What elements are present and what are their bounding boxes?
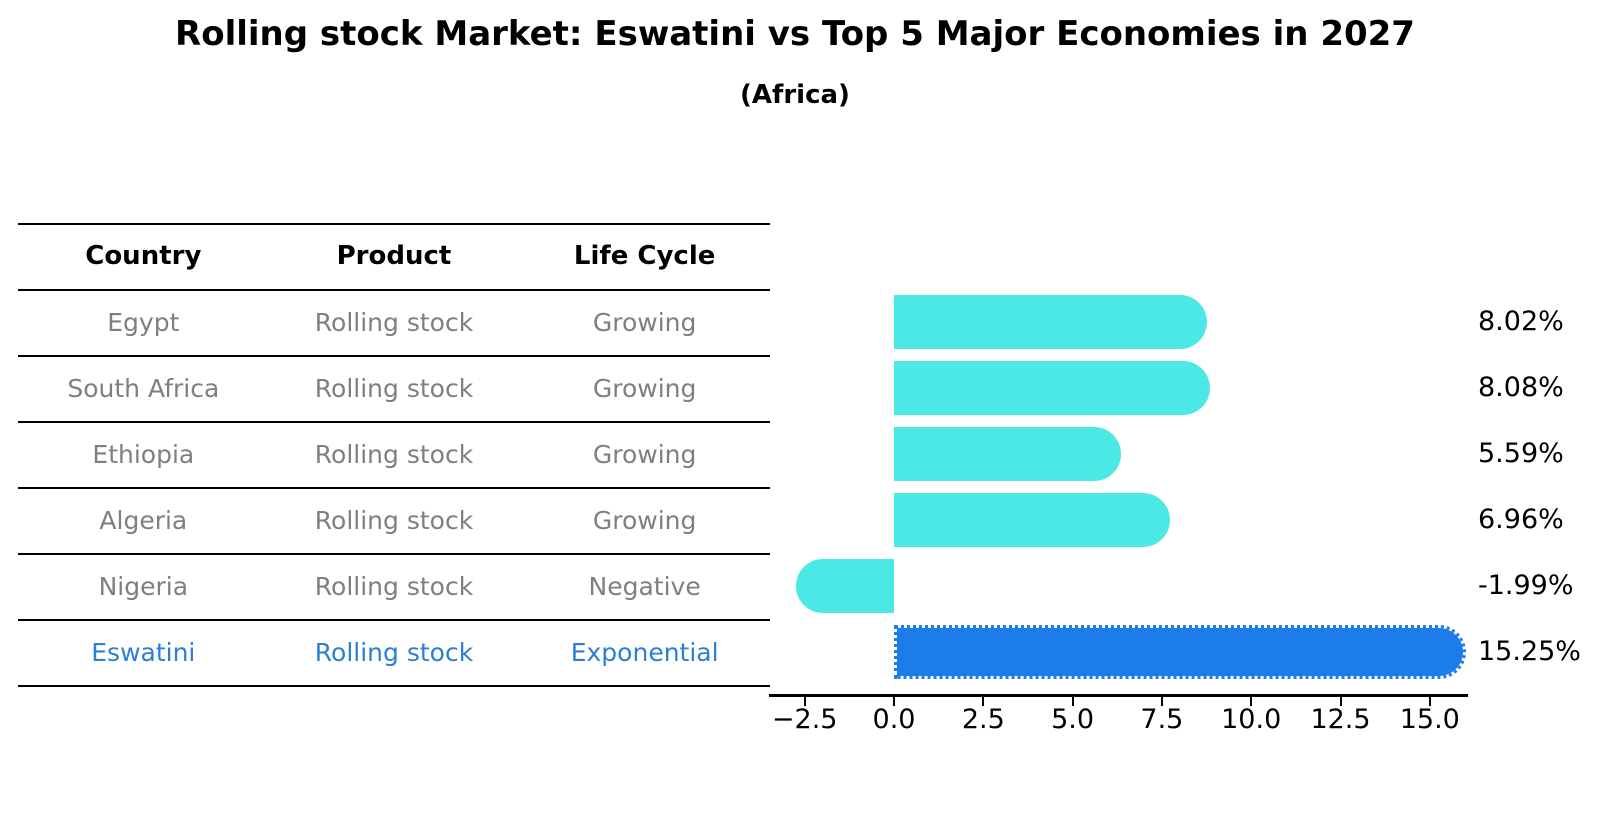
table-cell-country: South Africa <box>67 373 220 403</box>
table-row: Ethiopia Rolling stock Growing <box>18 421 770 487</box>
table-rule-line <box>18 685 770 687</box>
table-header-country: Country <box>85 241 202 271</box>
table-cell-country: Algeria <box>99 505 188 535</box>
value-label: 6.96% <box>1478 504 1564 535</box>
table-row: Eswatini Rolling stock Exponential <box>18 619 770 685</box>
x-axis-tick <box>803 697 806 706</box>
table-header-life-cycle: Life Cycle <box>573 241 716 271</box>
table-cell-life-cycle: Exponential <box>570 637 719 667</box>
table-cell-life-cycle: Growing <box>592 307 697 337</box>
x-axis-tick <box>893 697 895 706</box>
x-axis-tick-label: 2.5 <box>961 704 1005 735</box>
table-rule-line <box>18 289 770 291</box>
table-cell-product: Rolling stock <box>314 307 474 337</box>
table-cell-product: Rolling stock <box>314 505 474 535</box>
x-axis-tick-label: 10.0 <box>1221 704 1282 735</box>
page-subtitle: (Africa) <box>740 80 850 110</box>
table-cell-life-cycle: Growing <box>592 439 697 469</box>
bar-algeria <box>894 493 1170 547</box>
table-row: Algeria Rolling stock Growing <box>18 487 770 553</box>
x-axis-tick-label: 12.5 <box>1310 704 1371 735</box>
table-rule-line <box>18 355 770 357</box>
table-row: South Africa Rolling stock Growing <box>18 355 770 421</box>
table-row: Nigeria Rolling stock Negative <box>18 553 770 619</box>
table-header-product: Product <box>336 241 452 271</box>
bar-south-africa <box>894 361 1210 415</box>
table-rule-line <box>18 487 770 489</box>
bar-nigeria <box>795 559 894 613</box>
page-title: Rolling stock Market: Eswatini vs Top 5 … <box>175 14 1415 54</box>
table-cell-product: Rolling stock <box>314 571 474 601</box>
x-axis-tick <box>1428 697 1431 706</box>
x-axis-tick-label: 15.0 <box>1399 704 1460 735</box>
bar-eswatini <box>894 625 1466 679</box>
table-cell-country: Ethiopia <box>92 439 195 469</box>
value-label: -1.99% <box>1478 570 1574 601</box>
table-cell-life-cycle: Growing <box>592 373 697 403</box>
x-axis-tick <box>1339 697 1342 706</box>
table-row: Egypt Rolling stock Growing <box>18 289 770 355</box>
value-label: 15.25% <box>1478 636 1581 667</box>
value-label: 5.59% <box>1478 438 1564 469</box>
x-axis-tick <box>982 697 985 706</box>
x-axis-tick <box>1160 697 1163 706</box>
table-cell-country: Eswatini <box>91 637 196 667</box>
table-cell-product: Rolling stock <box>314 373 474 403</box>
table-rule-line <box>18 619 770 621</box>
x-axis-tick-label: 7.5 <box>1140 704 1184 735</box>
table-cell-life-cycle: Negative <box>588 571 701 601</box>
table-cell-country: Egypt <box>107 307 180 337</box>
table-rule-line <box>18 421 770 423</box>
value-label: 8.02% <box>1478 306 1564 337</box>
table-rule-line <box>18 223 770 225</box>
table-rule-line <box>18 553 770 555</box>
table-cell-product: Rolling stock <box>314 439 474 469</box>
bar-egypt <box>894 295 1208 349</box>
x-axis-tick <box>1250 697 1253 706</box>
table-cell-country: Nigeria <box>98 571 189 601</box>
x-axis-line <box>769 694 1468 697</box>
table-cell-product: Rolling stock <box>314 637 474 667</box>
table-header-row: Country Product Life Cycle <box>18 223 770 289</box>
x-axis-tick-label: 0.0 <box>872 704 916 735</box>
value-label: 8.08% <box>1478 372 1564 403</box>
bar-ethiopia <box>894 427 1121 481</box>
x-axis-tick-label: −2.5 <box>771 704 838 735</box>
x-axis-tick-label: 5.0 <box>1051 704 1095 735</box>
x-axis-tick <box>1071 697 1074 706</box>
table-cell-life-cycle: Growing <box>592 505 697 535</box>
